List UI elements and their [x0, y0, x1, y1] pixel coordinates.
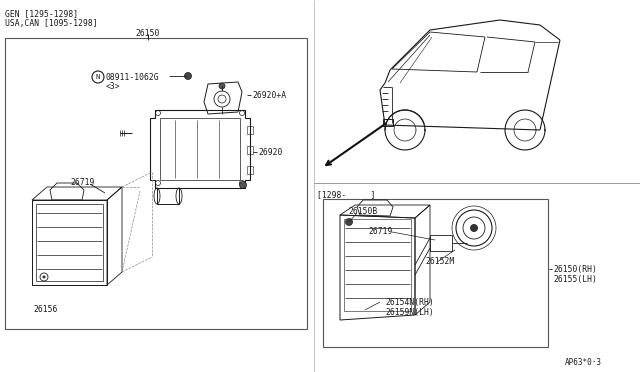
Text: N: N — [96, 74, 100, 80]
Circle shape — [184, 73, 191, 80]
Text: 26920+A: 26920+A — [252, 91, 286, 100]
Bar — [247, 146, 253, 154]
Text: 26156: 26156 — [33, 305, 58, 314]
Text: 26719: 26719 — [368, 227, 392, 236]
Circle shape — [42, 276, 45, 279]
Text: <3>: <3> — [106, 82, 120, 91]
Bar — [430, 235, 452, 251]
Text: [1298-     ]: [1298- ] — [317, 190, 376, 199]
Bar — [323, 199, 548, 347]
Text: 26152M: 26152M — [425, 257, 454, 266]
Text: AP63*0·3: AP63*0·3 — [565, 358, 602, 367]
Text: 26159N(LH): 26159N(LH) — [385, 308, 434, 317]
Text: 26150B: 26150B — [348, 207, 377, 216]
Circle shape — [346, 218, 353, 225]
Text: GEN [1295-1298]: GEN [1295-1298] — [5, 9, 78, 18]
Text: 26150: 26150 — [136, 29, 160, 38]
Bar — [344, 219, 411, 311]
Bar — [160, 118, 240, 180]
Circle shape — [239, 182, 246, 189]
Bar — [383, 119, 393, 126]
Bar — [247, 166, 253, 174]
Text: 26719: 26719 — [70, 178, 94, 187]
Text: 26155(LH): 26155(LH) — [553, 275, 597, 284]
Text: USA,CAN [1095-1298]: USA,CAN [1095-1298] — [5, 19, 98, 28]
Bar — [247, 126, 253, 134]
Circle shape — [219, 83, 225, 89]
Text: 08911-1062G: 08911-1062G — [106, 73, 159, 82]
Text: 26150(RH): 26150(RH) — [553, 265, 597, 274]
Bar — [157, 188, 179, 204]
Circle shape — [470, 224, 478, 232]
Bar — [36, 204, 103, 281]
Bar — [5, 38, 307, 329]
Text: 26920: 26920 — [258, 148, 282, 157]
Text: 26154N(RH): 26154N(RH) — [385, 298, 434, 307]
